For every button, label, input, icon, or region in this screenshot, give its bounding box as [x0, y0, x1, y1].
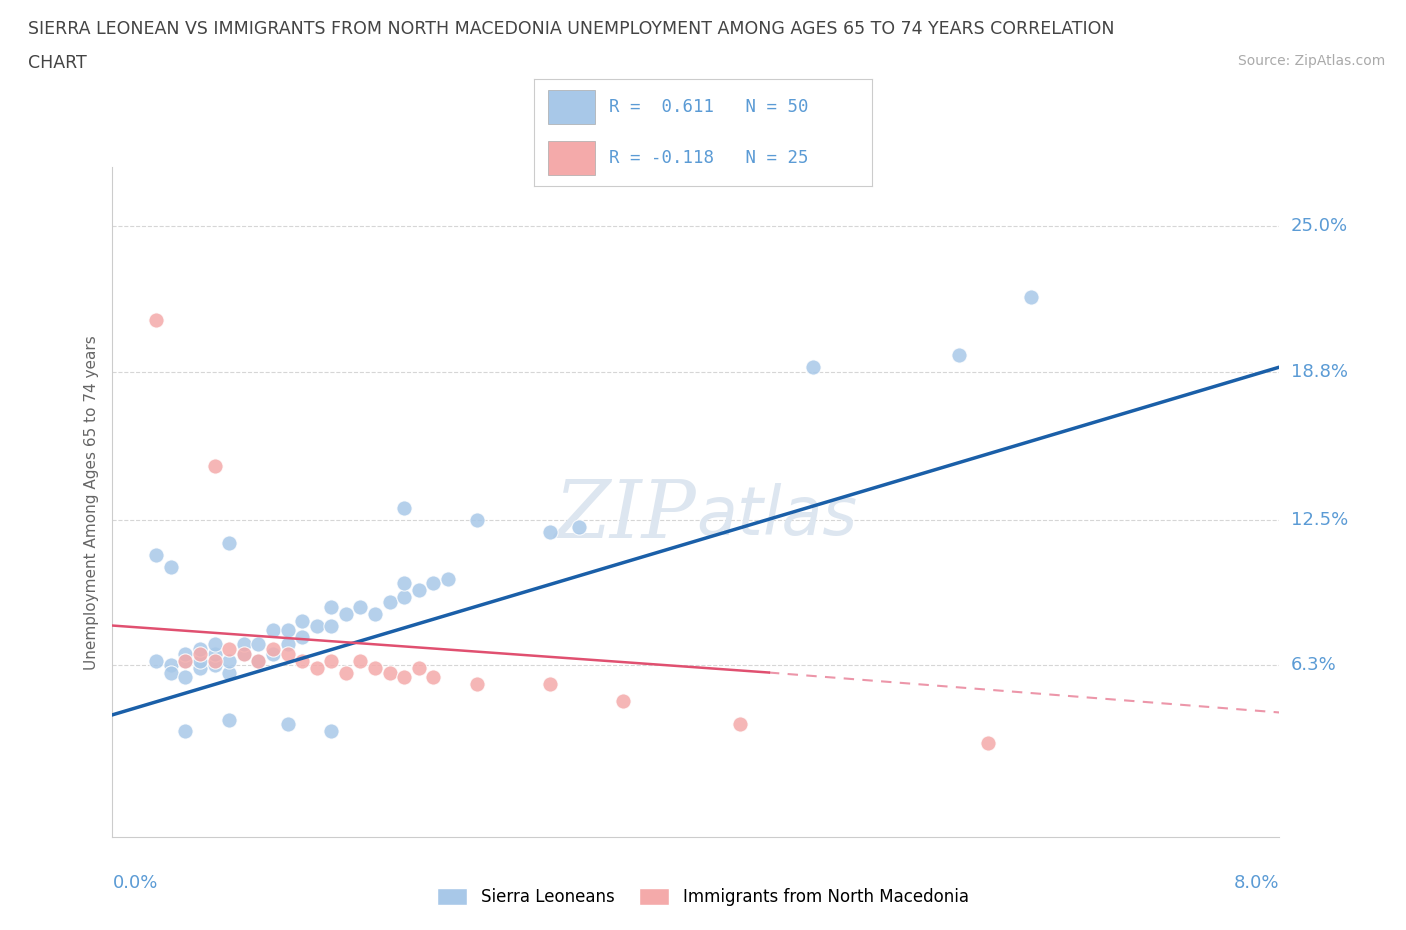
Point	[335, 606, 357, 621]
Point	[305, 660, 328, 675]
Point	[174, 670, 197, 684]
Point	[392, 500, 416, 515]
Text: 18.8%: 18.8%	[1291, 363, 1347, 380]
Y-axis label: Unemployment Among Ages 65 to 74 years: Unemployment Among Ages 65 to 74 years	[83, 335, 98, 670]
Point	[160, 658, 183, 673]
Point	[204, 458, 226, 473]
Point	[1021, 289, 1043, 304]
Point	[392, 590, 416, 604]
Point	[291, 654, 314, 669]
Point	[232, 646, 254, 661]
FancyBboxPatch shape	[548, 141, 595, 175]
Point	[276, 717, 298, 732]
Point	[218, 654, 240, 669]
Point	[321, 724, 343, 738]
Point	[218, 536, 240, 551]
Point	[262, 642, 284, 657]
Point	[465, 512, 488, 527]
Point	[145, 312, 167, 327]
Point	[728, 717, 751, 732]
Point	[232, 646, 254, 661]
Point	[392, 670, 416, 684]
Point	[422, 576, 444, 591]
Point	[305, 618, 328, 633]
Point	[204, 658, 226, 673]
Point	[291, 630, 314, 644]
Point	[232, 637, 254, 652]
Point	[276, 637, 298, 652]
Point	[160, 559, 183, 574]
Point	[218, 642, 240, 657]
Text: 6.3%: 6.3%	[1291, 657, 1336, 674]
Point	[378, 594, 401, 609]
Text: 25.0%: 25.0%	[1291, 217, 1348, 235]
Point	[188, 660, 211, 675]
Point	[349, 599, 371, 614]
Point	[538, 525, 561, 539]
Point	[204, 646, 226, 661]
Point	[321, 618, 343, 633]
Text: 12.5%: 12.5%	[1291, 511, 1348, 529]
Point	[247, 637, 270, 652]
Point	[276, 646, 298, 661]
Point	[204, 637, 226, 652]
Text: R = -0.118   N = 25: R = -0.118 N = 25	[609, 149, 808, 167]
FancyBboxPatch shape	[548, 90, 595, 124]
Point	[349, 654, 371, 669]
Text: R =  0.611   N = 50: R = 0.611 N = 50	[609, 98, 808, 116]
Point	[204, 654, 226, 669]
Point	[188, 654, 211, 669]
Point	[174, 654, 197, 669]
Point	[364, 606, 387, 621]
Point	[948, 348, 970, 363]
Point	[976, 736, 998, 751]
Point	[538, 677, 561, 692]
Legend: Sierra Leoneans, Immigrants from North Macedonia: Sierra Leoneans, Immigrants from North M…	[430, 881, 976, 912]
Point	[568, 520, 591, 535]
Point	[364, 660, 387, 675]
Point	[335, 665, 357, 680]
Point	[262, 623, 284, 638]
Point	[276, 623, 298, 638]
Point	[145, 654, 167, 669]
Text: Source: ZipAtlas.com: Source: ZipAtlas.com	[1237, 54, 1385, 68]
Point	[262, 646, 284, 661]
Point	[188, 642, 211, 657]
Point	[408, 660, 430, 675]
Point	[801, 360, 824, 375]
Point	[422, 670, 444, 684]
Point	[612, 693, 634, 708]
Point	[174, 646, 197, 661]
Text: atlas: atlas	[696, 483, 858, 549]
Point	[247, 654, 270, 669]
Text: ZIP: ZIP	[554, 477, 696, 554]
Point	[218, 712, 240, 727]
Point	[188, 646, 211, 661]
Point	[174, 724, 197, 738]
Point	[160, 665, 183, 680]
Point	[408, 583, 430, 598]
Point	[321, 599, 343, 614]
Text: SIERRA LEONEAN VS IMMIGRANTS FROM NORTH MACEDONIA UNEMPLOYMENT AMONG AGES 65 TO : SIERRA LEONEAN VS IMMIGRANTS FROM NORTH …	[28, 20, 1115, 38]
Text: 0.0%: 0.0%	[112, 874, 157, 892]
Text: 8.0%: 8.0%	[1234, 874, 1279, 892]
Point	[465, 677, 488, 692]
Point	[174, 654, 197, 669]
Point	[291, 614, 314, 629]
Text: CHART: CHART	[28, 54, 87, 72]
Point	[321, 654, 343, 669]
Point	[437, 571, 460, 586]
Point	[247, 654, 270, 669]
Point	[145, 548, 167, 563]
Point	[392, 576, 416, 591]
Point	[378, 665, 401, 680]
Point	[218, 665, 240, 680]
